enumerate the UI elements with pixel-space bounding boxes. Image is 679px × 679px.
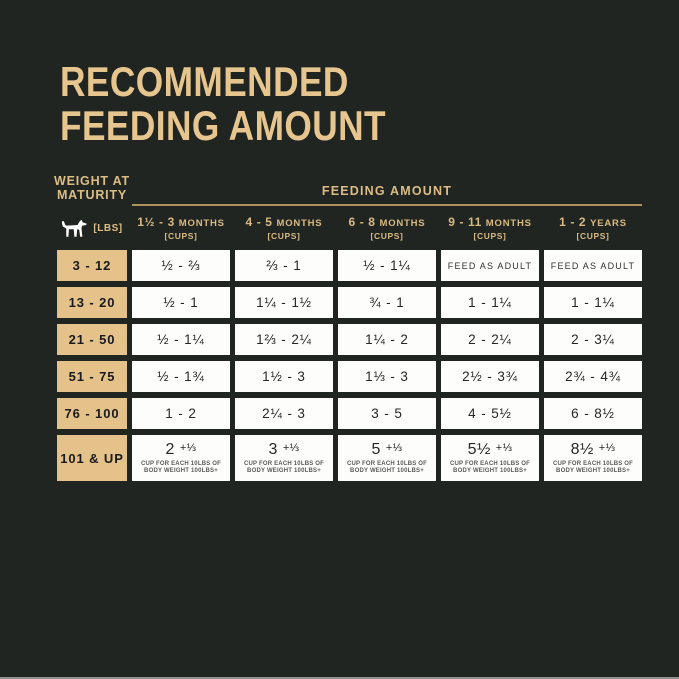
feeding-value-cell: 1 - 1¼ xyxy=(441,287,539,318)
feeding-value-cell: 6 - 8½ xyxy=(544,398,642,429)
weight-range-cell: 3 - 12 xyxy=(57,250,127,281)
column-unit: [CUPS] xyxy=(267,231,301,241)
lbs-label: [LBS] xyxy=(93,222,123,234)
plus-fraction: +⅓ xyxy=(385,442,403,454)
cup-value: 2 xyxy=(165,441,175,458)
feeding-value-cell: ½ - ⅔ xyxy=(132,250,230,281)
feeding-value-cell-with-note: 8½ +⅓ CUP FOR EACH 10LBS OF BODY WEIGHT … xyxy=(544,435,642,481)
feeding-value-cell: ½ - 1¾ xyxy=(132,361,230,392)
column-header-9-11-months: 9 - 11 MONTHS [CUPS] xyxy=(441,212,539,244)
per-weight-note: CUP FOR EACH 10LBS OF BODY WEIGHT 100LBS… xyxy=(449,461,531,474)
weight-range-cell: 13 - 20 xyxy=(57,287,127,318)
feeding-value-cell: 2¼ - 3 xyxy=(235,398,333,429)
feeding-value-cell: ½ - 1 xyxy=(132,287,230,318)
cup-value: 5½ xyxy=(467,441,491,458)
column-range: 4 - 5 xyxy=(245,215,273,229)
weight-range-cell: 76 - 100 xyxy=(57,398,127,429)
column-period: MONTHS xyxy=(276,218,323,229)
weight-range-cell: 51 - 75 xyxy=(57,361,127,392)
title-line-2: FEEDING AMOUNT xyxy=(60,102,387,149)
cup-value: 5 xyxy=(371,441,381,458)
feeding-value-cell: 1¼ - 2 xyxy=(338,324,436,355)
cup-value: 8½ xyxy=(570,441,594,458)
column-period: YEARS xyxy=(590,218,627,229)
feed-as-adult-cell: FEED AS ADULT xyxy=(544,250,642,281)
column-header-1-2-years: 1 - 2 YEARS [CUPS] xyxy=(544,212,642,244)
column-header-1half-3-months: 1½ - 3 MONTHS [CUPS] xyxy=(132,212,230,244)
feeding-amount-header: FEEDING AMOUNT xyxy=(132,176,642,206)
feeding-value-cell: 1¼ - 1½ xyxy=(235,287,333,318)
page-title: RECOMMENDED FEEDING AMOUNT xyxy=(60,60,386,148)
per-weight-note: CUP FOR EACH 10LBS OF BODY WEIGHT 100LBS… xyxy=(140,461,222,474)
weight-range-cell: 21 - 50 xyxy=(57,324,127,355)
feeding-value-cell: 4 - 5½ xyxy=(441,398,539,429)
column-range: 9 - 11 xyxy=(448,215,482,229)
feeding-table: WEIGHT AT MATURITY FEEDING AMOUNT [LBS] … xyxy=(54,174,642,481)
column-unit: [CUPS] xyxy=(370,231,404,241)
column-range: 1½ - 3 xyxy=(137,215,175,229)
title-line-1: RECOMMENDED xyxy=(60,58,349,105)
feeding-value-cell: 1 - 1¼ xyxy=(544,287,642,318)
feeding-value-cell: ⅔ - 1 xyxy=(235,250,333,281)
column-period: MONTHS xyxy=(379,218,426,229)
feeding-value-cell: 2¾ - 4¾ xyxy=(544,361,642,392)
per-weight-note: CUP FOR EACH 10LBS OF BODY WEIGHT 100LBS… xyxy=(346,461,428,474)
feeding-value-cell: 1⅓ - 3 xyxy=(338,361,436,392)
feeding-value-cell: 2½ - 3¾ xyxy=(441,361,539,392)
column-range: 1 - 2 xyxy=(559,215,587,229)
weight-unit-cell: [LBS] xyxy=(57,212,127,244)
weight-at-maturity-header: WEIGHT AT MATURITY xyxy=(54,174,130,206)
column-unit: [CUPS] xyxy=(576,231,610,241)
feeding-value-cell: ½ - 1¼ xyxy=(132,324,230,355)
weight-header-line-1: WEIGHT AT xyxy=(54,174,130,188)
feeding-amount-label: FEEDING AMOUNT xyxy=(321,184,453,198)
feeding-value-cell-with-note: 2 +⅓ CUP FOR EACH 10LBS OF BODY WEIGHT 1… xyxy=(132,435,230,481)
column-period: MONTHS xyxy=(178,218,225,229)
feeding-value-cell: 3 - 5 xyxy=(338,398,436,429)
feeding-value-cell-with-note: 5½ +⅓ CUP FOR EACH 10LBS OF BODY WEIGHT … xyxy=(441,435,539,481)
plus-fraction: +⅓ xyxy=(495,442,513,454)
weight-range-cell: 101 & UP xyxy=(57,435,127,481)
column-unit: [CUPS] xyxy=(473,231,507,241)
feeding-value-cell-with-note: 5 +⅓ CUP FOR EACH 10LBS OF BODY WEIGHT 1… xyxy=(338,435,436,481)
plus-fraction: +⅓ xyxy=(282,442,300,454)
plus-fraction: +⅓ xyxy=(598,442,616,454)
column-header-6-8-months: 6 - 8 MONTHS [CUPS] xyxy=(338,212,436,244)
feeding-value-cell: 1⅔ - 2¼ xyxy=(235,324,333,355)
per-weight-note: CUP FOR EACH 10LBS OF BODY WEIGHT 100LBS… xyxy=(552,461,634,474)
plus-fraction: +⅓ xyxy=(179,442,197,454)
column-header-4-5-months: 4 - 5 MONTHS [CUPS] xyxy=(235,212,333,244)
feeding-value-cell-with-note: 3 +⅓ CUP FOR EACH 10LBS OF BODY WEIGHT 1… xyxy=(235,435,333,481)
column-period: MONTHS xyxy=(485,218,532,229)
feeding-value-cell: ½ - 1¼ xyxy=(338,250,436,281)
feeding-value-cell: ¾ - 1 xyxy=(338,287,436,318)
image-bottom-edge xyxy=(0,677,679,679)
weight-header-line-2: MATURITY xyxy=(56,187,128,202)
per-weight-note: CUP FOR EACH 10LBS OF BODY WEIGHT 100LBS… xyxy=(243,461,325,474)
feeding-value-cell: 1 - 2 xyxy=(132,398,230,429)
feeding-value-cell: 1½ - 3 xyxy=(235,361,333,392)
dog-icon xyxy=(62,219,88,237)
feeding-value-cell: 2 - 3¼ xyxy=(544,324,642,355)
feed-as-adult-cell: FEED AS ADULT xyxy=(441,250,539,281)
feeding-value-cell: 2 - 2¼ xyxy=(441,324,539,355)
cup-value: 3 xyxy=(268,441,278,458)
column-range: 6 - 8 xyxy=(348,215,376,229)
column-unit: [CUPS] xyxy=(164,231,198,241)
